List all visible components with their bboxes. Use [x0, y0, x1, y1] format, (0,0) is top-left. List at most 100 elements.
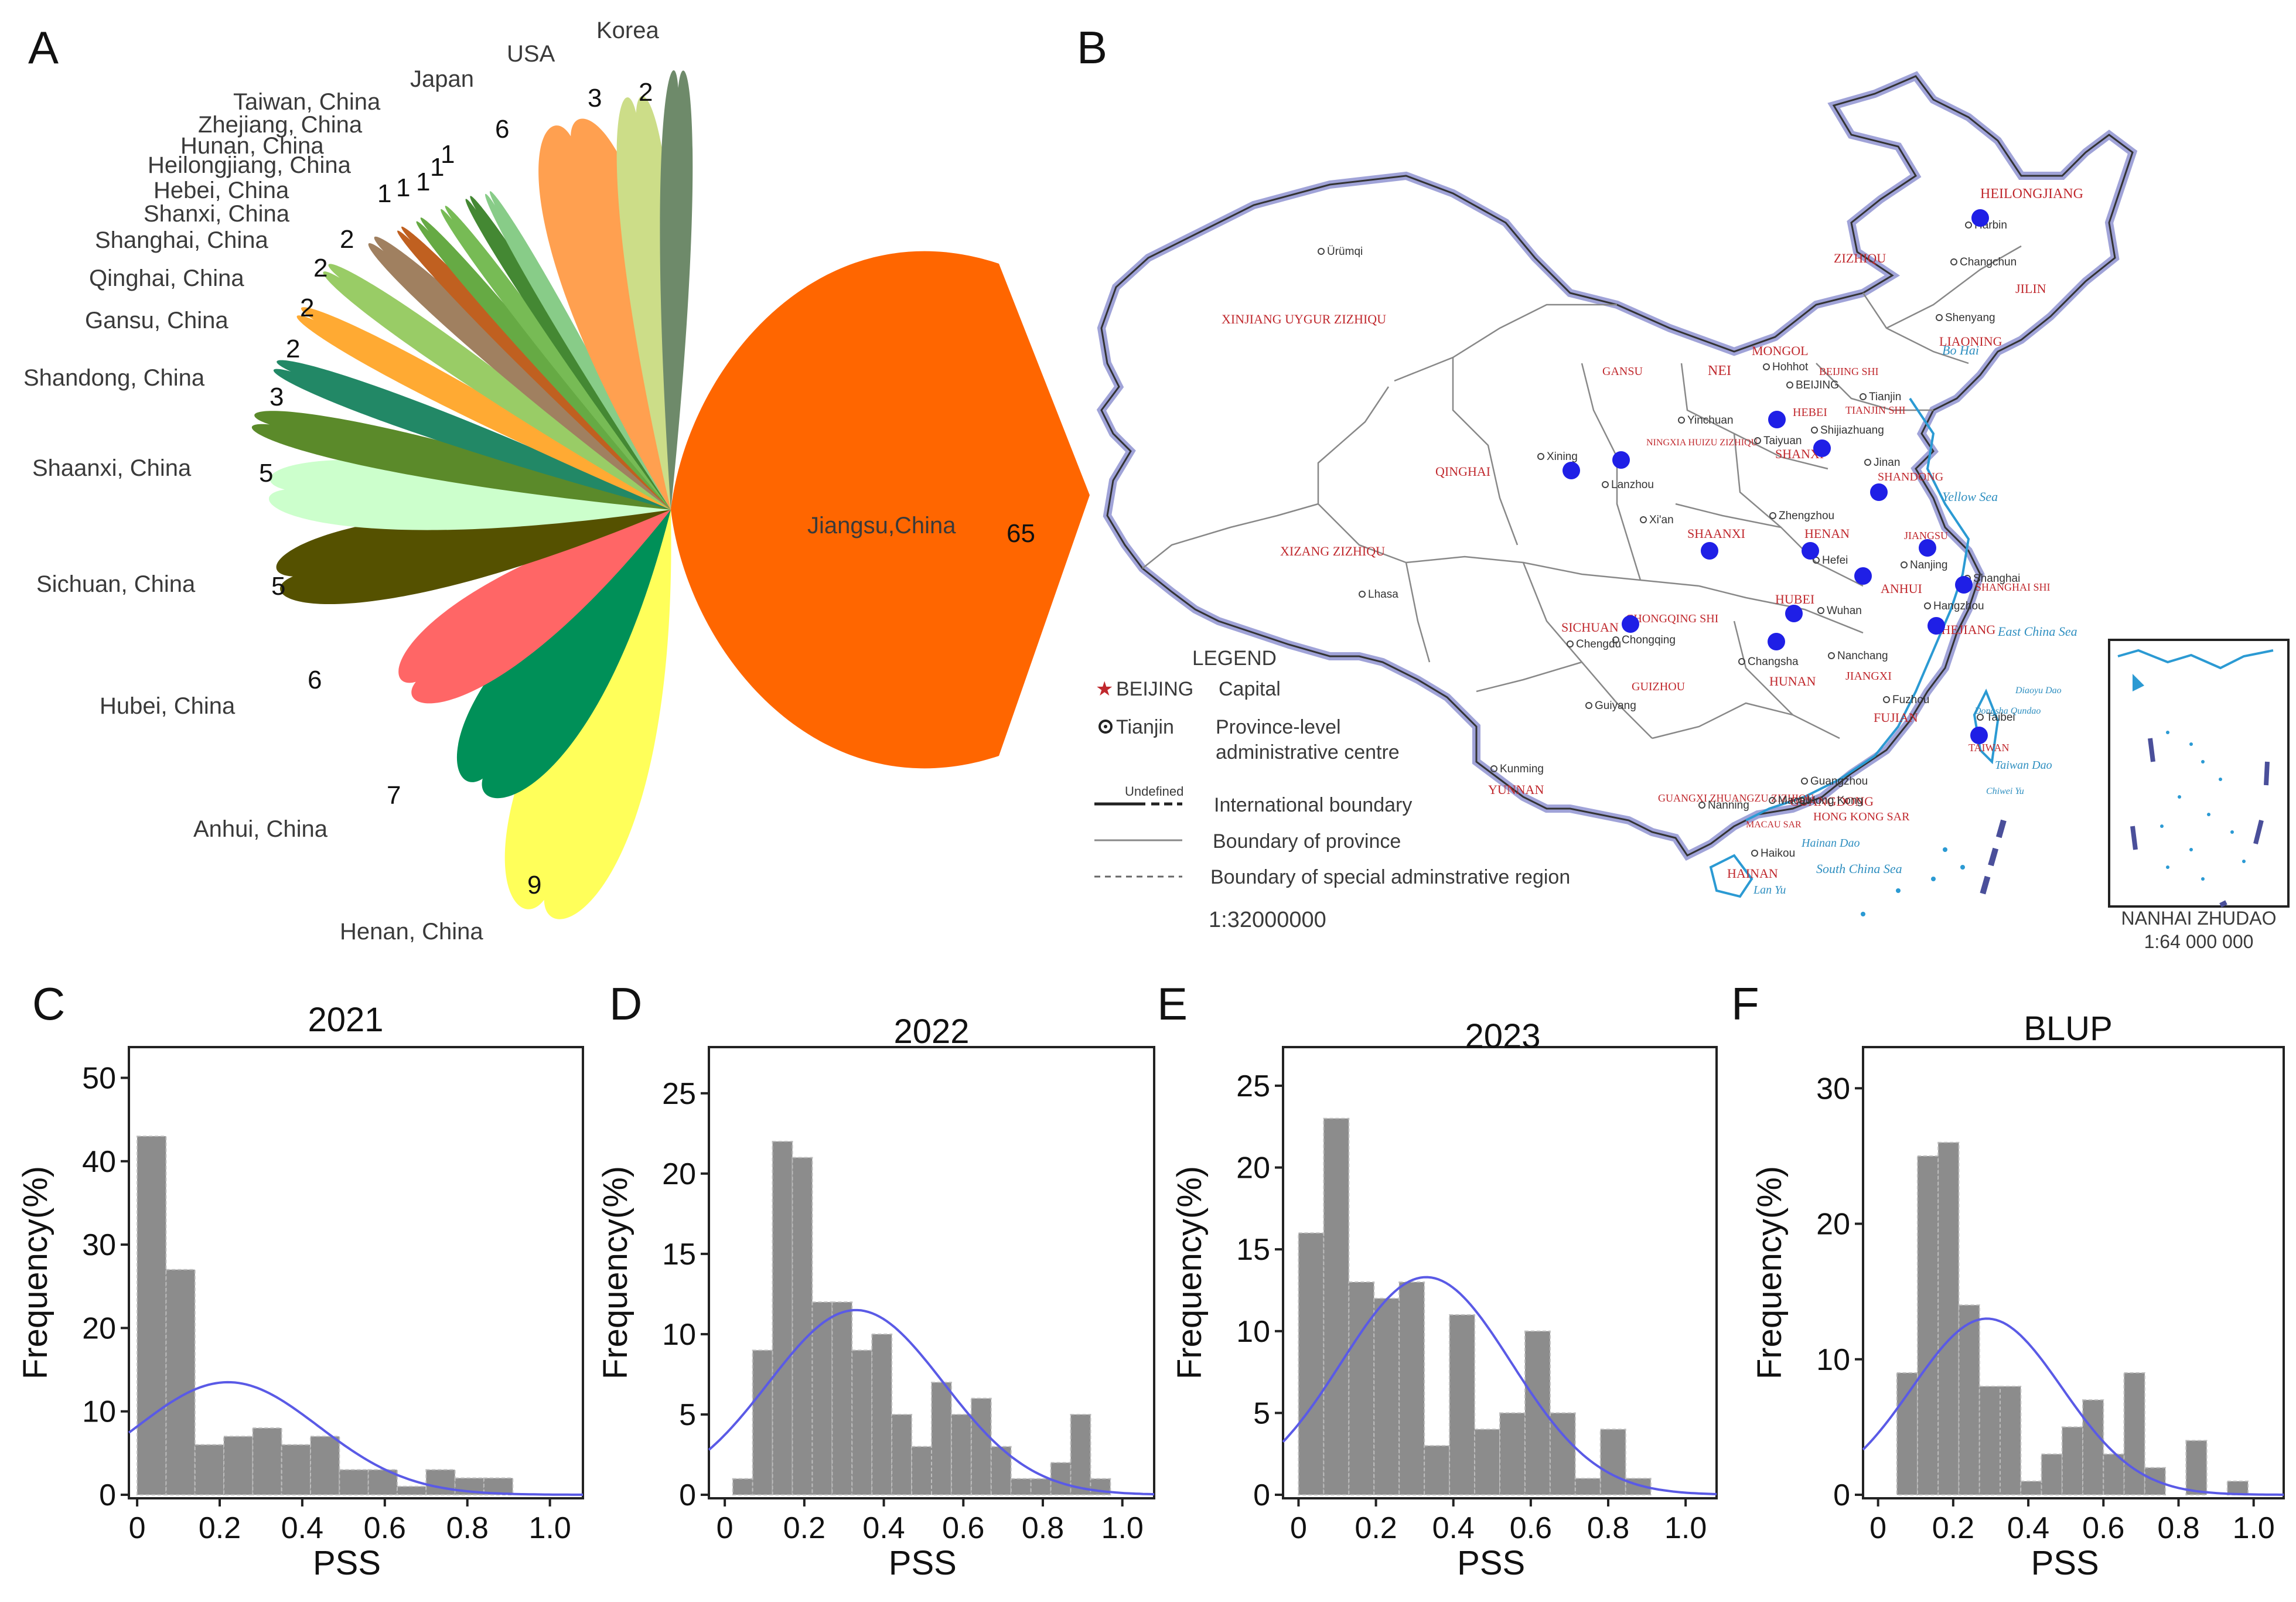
sea-label: Chiwei Yu — [1986, 786, 2024, 796]
x-tick-label: 0.2 — [199, 1511, 241, 1545]
y-tick-label: 10 — [1236, 1315, 1270, 1349]
x-tick-label: 0 — [1290, 1511, 1307, 1545]
province-label: MACAU SAR — [1746, 820, 1802, 830]
sea-label: East China Sea — [1997, 624, 2077, 639]
inset-title: NANHAI ZHUDAO — [2121, 908, 2277, 929]
petal-shandong-china — [251, 411, 671, 510]
city-marker-icon — [1490, 765, 1497, 772]
inset-hainan — [2133, 674, 2144, 691]
city-marker-icon — [1698, 802, 1705, 809]
province-label: XIZANG ZIZHIQU — [1280, 544, 1385, 558]
province-label: FUJIAN — [1874, 710, 1918, 725]
city-label: Lhasa — [1368, 588, 1398, 601]
sea-label: Diaoyu Dao — [2015, 686, 2062, 696]
histogram-bar — [1574, 1478, 1601, 1495]
city-label: Haikou — [1761, 847, 1795, 860]
sea-label: Hainan Dao — [1801, 837, 1860, 850]
legend-title: LEGEND — [1192, 647, 1277, 670]
city-label: Shanghai — [1973, 572, 2020, 585]
city-label: Changchun — [1960, 256, 2017, 268]
petal-heilongjiang-china — [416, 217, 671, 510]
legend-capital-word: BEIJING — [1116, 678, 1193, 700]
histogram-bar — [1050, 1462, 1072, 1496]
china-border-line — [1100, 75, 2134, 857]
sea-label: Lan Yu — [1753, 884, 1786, 897]
y-tick-label: 30 — [1816, 1072, 1850, 1106]
province-label: SICHUAN — [1561, 620, 1619, 635]
sample-point — [1701, 542, 1718, 560]
province-label: CHONGQING SHI — [1626, 612, 1718, 625]
province-label: ZIZHIQU — [1834, 251, 1886, 265]
petal-sichuan-china — [276, 507, 671, 605]
histogram-bar — [223, 1436, 254, 1495]
plot-frame — [1282, 1046, 1718, 1499]
legend-intl-boundary: International boundary — [1214, 794, 1412, 816]
sample-point — [1802, 542, 1819, 560]
city-label: Fuzhou — [1892, 694, 1929, 706]
city-label: Changsha — [1748, 656, 1799, 668]
legend-sar-boundary: Boundary of special adminstrative region — [1210, 866, 1570, 888]
petal-count: 1 — [441, 140, 455, 169]
centre-symbol-icon — [1098, 720, 1113, 734]
panel-letter-d: D — [609, 978, 642, 1030]
petal-label: Jiangsu,China — [807, 513, 956, 538]
x-tick-label: 0.2 — [1932, 1511, 1974, 1545]
city-marker-icon — [1754, 437, 1761, 444]
city-label: Nanning — [1708, 799, 1749, 812]
petal-gansu-china — [273, 360, 671, 510]
islands — [1861, 847, 1965, 916]
city-label: Yinchuan — [1687, 414, 1734, 427]
city-marker-icon — [1860, 393, 1867, 400]
city-marker-icon — [1883, 696, 1890, 703]
histogram-bar — [1070, 1413, 1091, 1495]
nanhai-inset — [2108, 639, 2290, 908]
city-label: Guangzhou — [1810, 775, 1868, 788]
province-label: HUNAN — [1769, 674, 1816, 688]
city-label: Jinan — [1874, 456, 1900, 469]
capital-star-icon: ★ — [1096, 678, 1113, 700]
histogram-bar — [1474, 1429, 1500, 1496]
x-tick-label: 0.6 — [364, 1511, 406, 1545]
petal-count: 2 — [340, 225, 354, 254]
x-tick-label: 0 — [129, 1511, 146, 1545]
histogram-bar — [1373, 1297, 1400, 1496]
petal-count: 2 — [639, 78, 653, 107]
y-tick-label: 50 — [82, 1061, 116, 1095]
city-label: Nanjing — [1910, 559, 1947, 571]
histogram-bar — [1958, 1304, 1980, 1495]
petal-hebei-china — [397, 226, 671, 510]
histogram-bar — [194, 1444, 225, 1496]
sample-point — [1612, 451, 1630, 469]
sample-point — [1768, 633, 1785, 650]
y-tick-label: 20 — [1236, 1151, 1270, 1185]
histogram-bar — [792, 1157, 813, 1495]
petal-label: Sichuan, China — [36, 571, 196, 597]
histogram-bar — [871, 1333, 893, 1496]
histogram-bar — [1599, 1429, 1626, 1496]
x-tick-label: 0 — [1869, 1511, 1886, 1545]
y-axis-label: Frequency(%) — [16, 1166, 54, 1379]
city-marker-icon — [1864, 459, 1871, 466]
y-tick-label: 30 — [82, 1228, 116, 1262]
petal-label: Hubei, China — [100, 693, 236, 719]
histogram-bar — [339, 1469, 369, 1495]
city-label: Shijiazhuang — [1820, 424, 1884, 437]
petal-taiwan-china — [485, 191, 671, 510]
province-label: GUIZHOU — [1632, 680, 1686, 693]
chart-title: 2021 — [308, 1001, 383, 1039]
city-marker-icon — [1567, 640, 1574, 647]
histogram-bar — [752, 1349, 773, 1495]
y-tick-label: 5 — [679, 1398, 696, 1432]
province-label: HUBEI — [1775, 592, 1814, 606]
plot-frame — [128, 1046, 584, 1499]
x-tick-label: 0.2 — [783, 1511, 825, 1545]
x-tick-label: 0.8 — [1022, 1511, 1064, 1545]
petal-korea — [660, 70, 693, 510]
city-marker-icon — [1763, 363, 1770, 370]
city-marker-icon — [1936, 314, 1943, 321]
province-label: BEIJING SHI — [1819, 366, 1879, 377]
petal-label: USA — [507, 41, 555, 67]
sea-label: South China Sea — [1816, 861, 1902, 876]
histogram-bar — [1323, 1117, 1350, 1495]
x-tick-label: 0.8 — [1587, 1511, 1629, 1545]
